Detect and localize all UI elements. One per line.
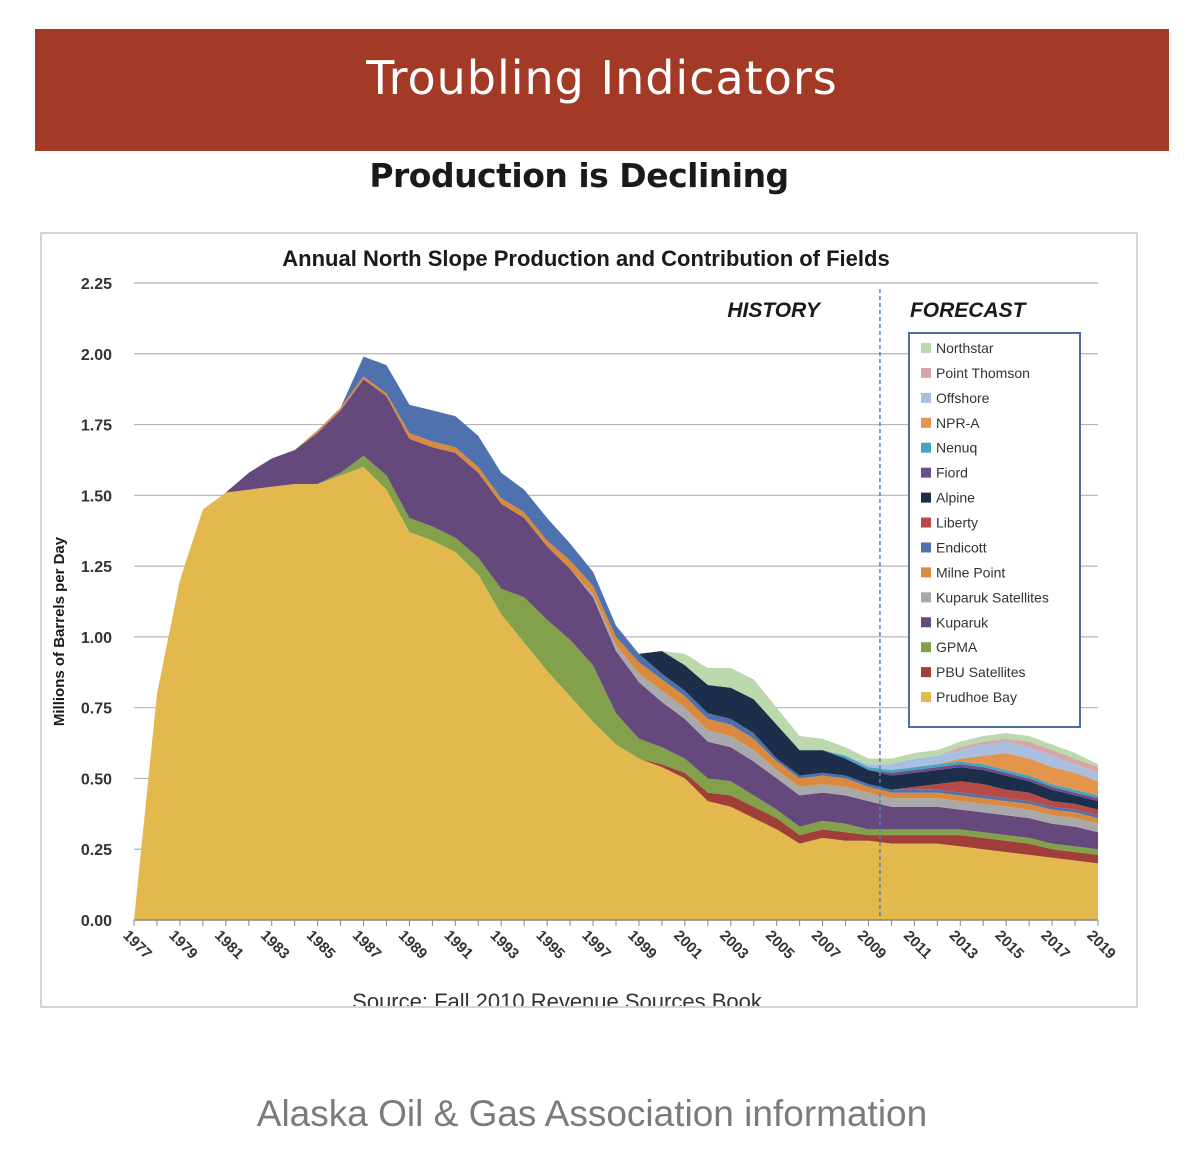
x-tick-label: 2013 bbox=[946, 927, 982, 963]
y-tick-label: 1.50 bbox=[81, 488, 112, 505]
x-tick-label: 2003 bbox=[716, 927, 752, 963]
forecast-label: FORECAST bbox=[910, 299, 1028, 322]
x-tick-label: 2009 bbox=[854, 927, 890, 963]
legend-swatch bbox=[921, 542, 931, 553]
legend-swatch bbox=[921, 467, 931, 478]
legend-label: Kuparuk bbox=[936, 614, 989, 630]
legend-swatch bbox=[921, 492, 931, 503]
title-banner: Troubling Indicators bbox=[35, 29, 1169, 151]
area-prudhoe-bay bbox=[134, 467, 1098, 920]
legend-label: PBU Satellites bbox=[936, 664, 1025, 680]
source-note: Source: Fall 2010 Revenue Sources Book bbox=[352, 989, 763, 1006]
x-tick-label: 2007 bbox=[808, 927, 844, 963]
x-tick-label: 1989 bbox=[395, 927, 431, 963]
x-tick-label: 2005 bbox=[762, 927, 798, 963]
legend-label: GPMA bbox=[936, 639, 978, 655]
legend-label: Point Thomson bbox=[936, 365, 1030, 381]
legend-label: Offshore bbox=[936, 390, 990, 406]
y-tick-label: 1.25 bbox=[81, 559, 112, 576]
y-tick-label: 2.00 bbox=[81, 347, 112, 364]
legend-swatch bbox=[921, 642, 931, 653]
legend-swatch bbox=[921, 667, 931, 678]
x-tick-label: 1995 bbox=[533, 927, 569, 963]
legend-label: Liberty bbox=[936, 515, 978, 531]
legend-label: NPR-A bbox=[936, 415, 980, 431]
legend-swatch bbox=[921, 417, 931, 428]
legend-swatch bbox=[921, 343, 931, 353]
x-tick-label: 1993 bbox=[487, 927, 523, 963]
production-chart: Annual North Slope Production and Contri… bbox=[51, 246, 1119, 1006]
x-tick-label: 2017 bbox=[1037, 927, 1073, 963]
x-tick-label: 1991 bbox=[441, 927, 477, 963]
chart-title: Annual North Slope Production and Contri… bbox=[282, 246, 889, 271]
x-tick-label: 1999 bbox=[624, 927, 660, 963]
legend-label: Alpine bbox=[936, 490, 975, 506]
y-tick-label: 0.00 bbox=[81, 913, 112, 930]
legend-label: Fiord bbox=[936, 465, 968, 481]
history-label: HISTORY bbox=[727, 299, 822, 322]
chart-container: Annual North Slope Production and Contri… bbox=[40, 232, 1138, 1008]
legend-swatch bbox=[921, 367, 931, 378]
y-tick-label: 0.25 bbox=[81, 842, 112, 859]
legend bbox=[908, 332, 1081, 728]
y-tick-label: 2.25 bbox=[81, 276, 112, 293]
caption: Alaska Oil & Gas Association information bbox=[256, 1093, 928, 1134]
legend-swatch bbox=[921, 517, 931, 528]
x-tick-label: 1983 bbox=[257, 927, 293, 963]
page-subtitle: Production is Declining bbox=[369, 156, 789, 195]
x-tick-label: 2011 bbox=[900, 927, 935, 962]
legend-swatch bbox=[921, 617, 931, 628]
area-alpine bbox=[134, 356, 1098, 921]
legend-label: Nenuq bbox=[936, 440, 977, 456]
legend-swatch bbox=[921, 592, 931, 603]
x-tick-label: 2015 bbox=[992, 927, 1028, 963]
y-tick-label: 1.75 bbox=[81, 418, 112, 435]
legend-label: Northstar bbox=[936, 340, 994, 356]
legend-swatch bbox=[921, 442, 931, 453]
legend-label: Prudhoe Bay bbox=[936, 689, 1017, 705]
legend-swatch bbox=[921, 392, 931, 403]
y-tick-label: 0.75 bbox=[81, 701, 112, 718]
x-tick-label: 1997 bbox=[578, 927, 614, 963]
y-tick-label: 0.50 bbox=[81, 771, 112, 788]
x-tick-label: 2001 bbox=[670, 927, 706, 963]
legend-label: Kuparuk Satellites bbox=[936, 589, 1049, 605]
x-tick-label: 1979 bbox=[165, 927, 201, 963]
area-milne-point bbox=[134, 376, 1098, 920]
y-tick-label: 1.00 bbox=[81, 630, 112, 647]
x-tick-label: 1981 bbox=[211, 927, 247, 963]
x-tick-label: 1977 bbox=[119, 927, 155, 963]
x-tick-label: 1987 bbox=[349, 927, 385, 963]
legend-label: Milne Point bbox=[936, 564, 1005, 580]
legend-label: Endicott bbox=[936, 539, 987, 555]
y-axis-label: Millions of Barrels per Day bbox=[51, 536, 68, 726]
legend-swatch bbox=[921, 567, 931, 578]
area-kuparuk-satellites bbox=[134, 379, 1098, 920]
x-tick-label: 1985 bbox=[303, 927, 339, 963]
legend-swatch bbox=[921, 692, 931, 703]
page-title: Troubling Indicators bbox=[366, 51, 838, 105]
x-tick-label: 2019 bbox=[1083, 927, 1119, 963]
